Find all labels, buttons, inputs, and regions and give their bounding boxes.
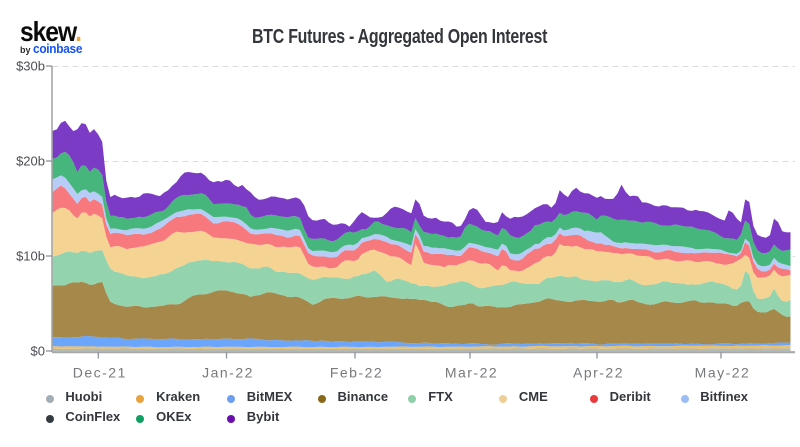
svg-text:Mar-22: Mar-22 bbox=[445, 364, 498, 380]
svg-text:Jan-22: Jan-22 bbox=[202, 364, 254, 380]
svg-text:$0: $0 bbox=[31, 344, 45, 359]
svg-text:Dec-21: Dec-21 bbox=[73, 364, 127, 380]
svg-text:May-22: May-22 bbox=[695, 364, 751, 380]
svg-text:$10b: $10b bbox=[16, 249, 45, 264]
svg-text:Feb-22: Feb-22 bbox=[330, 364, 383, 380]
svg-text:$30b: $30b bbox=[16, 59, 45, 74]
svg-text:$20b: $20b bbox=[16, 154, 45, 169]
svg-text:Apr-22: Apr-22 bbox=[573, 364, 624, 380]
